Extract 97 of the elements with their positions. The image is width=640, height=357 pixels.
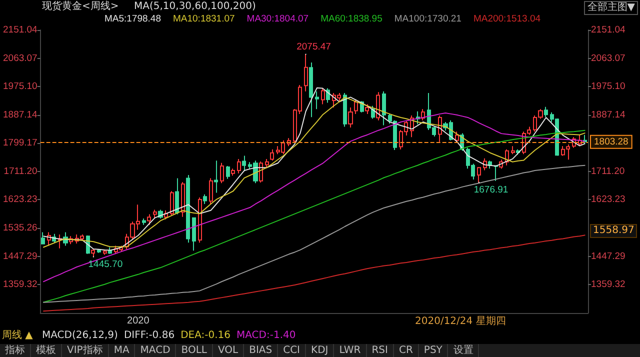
y2-tick-label: 1887.14 [591, 109, 626, 120]
text: RSI [366, 344, 394, 357]
candlestick [477, 166, 481, 183]
candlestick [304, 54, 308, 92]
candlestick [91, 248, 95, 258]
candlestick [382, 90, 386, 126]
candlestick [192, 217, 196, 252]
candlestick [226, 166, 230, 180]
candlestick [175, 178, 179, 215]
candlestick [544, 106, 548, 118]
y-tick-label: 1623.23 [2, 194, 38, 206]
y-tick-label: 1975.10 [2, 81, 38, 92]
annotation: 1676.91 [474, 184, 508, 196]
y-tick-label: 2063.07 [2, 52, 38, 64]
candlestick [455, 131, 459, 144]
text: MA10:1831.07 [172, 14, 235, 24]
text: MA [108, 344, 136, 357]
text: MACD [135, 344, 176, 357]
text: 指标 [0, 344, 31, 357]
text: MA60:1838.95 [320, 14, 382, 24]
candlestick [108, 246, 112, 254]
y-tick-label: 1887.14 [2, 109, 38, 120]
line-series [42, 164, 586, 303]
text: DIFF:-0.86 [124, 330, 175, 341]
annotation: 2075.47 [296, 41, 331, 52]
x-tick-label: 2020 [127, 316, 150, 326]
y2-tick-label: 1975.10 [591, 81, 626, 92]
candlestick [348, 107, 353, 128]
text: VIP指标 [62, 344, 109, 357]
candlestick [198, 197, 202, 244]
text: 全部主图▼ [584, 1, 638, 15]
candlestick [220, 162, 224, 184]
candlestick [376, 92, 380, 121]
candlestick [147, 214, 151, 226]
text: MA100:1730.21 [394, 14, 462, 24]
text: CCI [278, 344, 306, 357]
text: LWR [334, 344, 367, 357]
candlestick [321, 88, 325, 105]
y2-tick-label: 1711.20 [591, 166, 625, 177]
text: 1558.97 [590, 224, 638, 238]
candlestick [494, 165, 498, 182]
candlestick [343, 92, 347, 128]
candlestick [309, 62, 313, 118]
candlestick [242, 155, 246, 172]
y-tick-label: 1447.29 [2, 250, 38, 262]
text: DEA:-0.16 [180, 330, 231, 341]
y2-tick-label: 1447.29 [591, 250, 626, 262]
annotation: 1445.70 [88, 258, 123, 270]
text: MACD(26,12,9) [42, 330, 118, 341]
candlestick [354, 98, 358, 114]
y2-tick-label: 2151.04 [591, 24, 626, 36]
candlestick [103, 249, 107, 256]
candlestick [237, 158, 241, 174]
text: BIAS [244, 344, 278, 357]
ref-line-label: 1803.28 [594, 136, 628, 148]
chart-title: 现货黄金<周线> [42, 1, 119, 13]
text: KDJ [306, 344, 334, 357]
y-tick-label: 1359.32 [2, 279, 38, 290]
line-series [42, 130, 586, 303]
candlestick [153, 209, 157, 219]
y-tick-label: 1799.17 [2, 138, 38, 149]
candlestick [365, 104, 369, 114]
text: MACD:-1.40 [236, 330, 296, 341]
y2-tick-label: 1359.32 [591, 279, 626, 290]
candlestick [270, 148, 274, 162]
candlestick [186, 174, 190, 244]
line-series [42, 234, 586, 312]
y-tick-label: 1535.26 [2, 222, 38, 234]
text: 周线 ▲ [2, 330, 33, 342]
text: BOLL [176, 344, 213, 357]
candlestick [142, 218, 146, 226]
candlestick [315, 90, 319, 110]
candlestick [181, 182, 185, 218]
y-tick-label: 2151.04 [2, 24, 38, 36]
text: VOL [212, 344, 244, 357]
text: 2020/12/24 星期四 [415, 316, 506, 328]
text: CR [394, 344, 419, 357]
text: MA30:1804.07 [246, 14, 309, 24]
text: MA5:1798.48 [104, 14, 161, 24]
chart-subtitle: MA(5,10,30,60,100,200) [134, 1, 256, 13]
y-tick-label: 1711.20 [4, 166, 38, 177]
candlestick [265, 158, 269, 168]
candlestick [41, 232, 45, 244]
candlestick [511, 146, 515, 155]
candlestick [97, 248, 101, 254]
candlestick [209, 178, 213, 204]
y2-tick-label: 2063.07 [591, 52, 626, 64]
candlestick [214, 160, 218, 194]
line-series [42, 112, 586, 282]
text: 模板 [31, 344, 62, 357]
candlestick [170, 190, 174, 216]
y2-tick-label: 1623.23 [591, 194, 626, 206]
text: PSY [418, 344, 448, 357]
text: 设置 [448, 344, 480, 357]
candlestick [203, 194, 207, 204]
text: MA200:1513.04 [473, 14, 541, 24]
candlestick [231, 168, 235, 176]
